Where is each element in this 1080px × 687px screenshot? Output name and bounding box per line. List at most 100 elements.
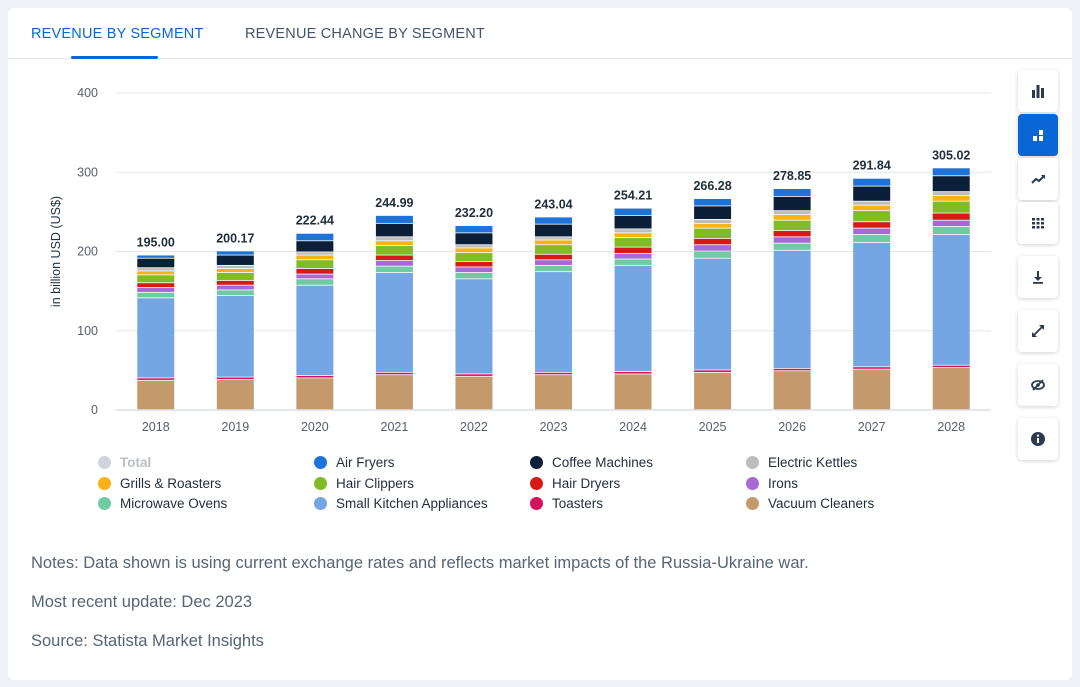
- legend-item[interactable]: Coffee Machines: [530, 455, 653, 470]
- bar-segment: [773, 215, 811, 220]
- bar-segment: [375, 266, 413, 273]
- x-tick-label: 2021: [381, 420, 409, 434]
- legend-swatch: [746, 456, 759, 469]
- legend-label: Total: [120, 455, 152, 470]
- bar-segment: [535, 375, 572, 410]
- legend-swatch: [530, 497, 543, 510]
- bar-segment: [216, 280, 254, 285]
- legend-item[interactable]: Electric Kettles: [746, 455, 857, 470]
- x-tick-label: 2028: [937, 420, 965, 434]
- total-data-label: 291.84: [853, 159, 891, 173]
- fullscreen-button[interactable]: [1018, 310, 1058, 352]
- legend-swatch: [314, 497, 327, 510]
- bar-segment: [614, 247, 652, 254]
- legend-swatch: [530, 476, 543, 490]
- legend-label: Toasters: [552, 496, 604, 511]
- bar-segment: [216, 295, 254, 377]
- bar-segment: [773, 196, 811, 211]
- bar-segment: [932, 213, 970, 220]
- y-tick-label: 100: [77, 324, 98, 338]
- bar-segment: [853, 178, 891, 186]
- bar-segment: [137, 298, 175, 378]
- legend-item[interactable]: Hair Clippers: [314, 476, 414, 491]
- bar-segment: [932, 226, 970, 235]
- legend-item[interactable]: Toasters: [530, 496, 603, 511]
- bar-segment: [296, 279, 334, 285]
- legend-item[interactable]: Grills & Roasters: [98, 476, 221, 491]
- notes-text: Notes: Data shown is using current excha…: [31, 554, 809, 572]
- stacked-bar-chart-icon: [1033, 130, 1043, 141]
- table-view-button[interactable]: [1018, 202, 1058, 244]
- legend-item[interactable]: Hair Dryers: [530, 476, 620, 491]
- bar-segment: [932, 192, 970, 196]
- info-button[interactable]: [1018, 418, 1058, 460]
- bar-segment: [375, 375, 413, 410]
- bar-segment: [614, 208, 652, 216]
- legend-item[interactable]: Small Kitchen Appliances: [314, 496, 488, 511]
- bar-segment: [773, 368, 811, 371]
- y-tick-label: 0: [91, 403, 98, 417]
- legend-item[interactable]: Microwave Ovens: [98, 496, 227, 511]
- legend-swatch: [98, 456, 111, 469]
- bar-segment: [296, 241, 334, 252]
- total-data-label: 254.21: [614, 189, 652, 203]
- bar-segment: [853, 228, 891, 235]
- bar-segment: [773, 220, 811, 231]
- bar-segment: [375, 241, 413, 246]
- legend-item[interactable]: Air Fryers: [314, 455, 395, 470]
- bar-segment: [375, 223, 413, 237]
- tab-revenue-change-by-segment[interactable]: REVENUE CHANGE BY SEGMENT: [245, 26, 486, 42]
- bar-segment: [932, 220, 970, 227]
- bar-segment: [137, 275, 175, 283]
- bar-segment: [216, 379, 254, 410]
- bar-segment: [375, 215, 413, 223]
- stacked-bar-chart-button[interactable]: [1018, 114, 1058, 156]
- bar-segment: [216, 285, 254, 290]
- legend-item[interactable]: Vacuum Cleaners: [746, 496, 874, 511]
- legend-item[interactable]: Total: [98, 455, 151, 470]
- bar-segment: [932, 176, 970, 192]
- bar-chart-icon: [1032, 85, 1044, 98]
- bar-segment: [694, 219, 732, 223]
- bar-segment: [137, 255, 175, 258]
- bar-segment: [137, 380, 175, 410]
- bar-segment: [137, 378, 175, 380]
- bar-segment: [216, 272, 254, 281]
- bar-segment: [296, 375, 334, 378]
- trend-line-button[interactable]: [1018, 158, 1058, 200]
- bar-segment: [296, 233, 334, 241]
- bar-segment: [375, 372, 413, 375]
- bar-segment: [773, 211, 811, 215]
- bar-segment: [614, 238, 652, 247]
- x-tick-label: 2027: [858, 420, 886, 434]
- tab-bar: REVENUE BY SEGMENT REVENUE CHANGE BY SEG…: [8, 8, 1072, 59]
- bar-segment: [773, 189, 811, 197]
- bar-segment: [773, 371, 811, 410]
- bar-segment: [296, 378, 334, 410]
- bar-segment: [694, 198, 732, 206]
- x-tick-label: 2025: [699, 420, 727, 434]
- download-button[interactable]: [1018, 256, 1058, 298]
- legend-item[interactable]: Irons: [746, 476, 798, 491]
- bar-segment: [535, 260, 572, 265]
- bar-segment: [535, 372, 572, 375]
- bar-segment: [773, 230, 811, 237]
- chart-card: REVENUE BY SEGMENT REVENUE CHANGE BY SEG…: [8, 8, 1072, 680]
- total-data-label: 266.28: [693, 179, 731, 193]
- bar-segment: [455, 253, 493, 262]
- bar-chart-button[interactable]: [1018, 70, 1058, 112]
- bar-segment: [216, 290, 254, 296]
- bar-segment: [773, 250, 811, 368]
- bar-segment: [853, 369, 891, 410]
- tab-revenue-by-segment[interactable]: REVENUE BY SEGMENT: [31, 26, 204, 42]
- bar-segment: [455, 225, 493, 233]
- legend-label: Hair Clippers: [336, 475, 415, 491]
- bar-segment: [375, 261, 413, 266]
- bar-segment: [455, 376, 493, 410]
- hide-button[interactable]: [1018, 364, 1058, 406]
- bar-segment: [694, 245, 732, 251]
- source-text: Source: Statista Market Insights: [31, 632, 264, 650]
- bar-segment: [932, 367, 970, 410]
- legend-swatch: [746, 497, 759, 510]
- legend-swatch: [746, 476, 759, 490]
